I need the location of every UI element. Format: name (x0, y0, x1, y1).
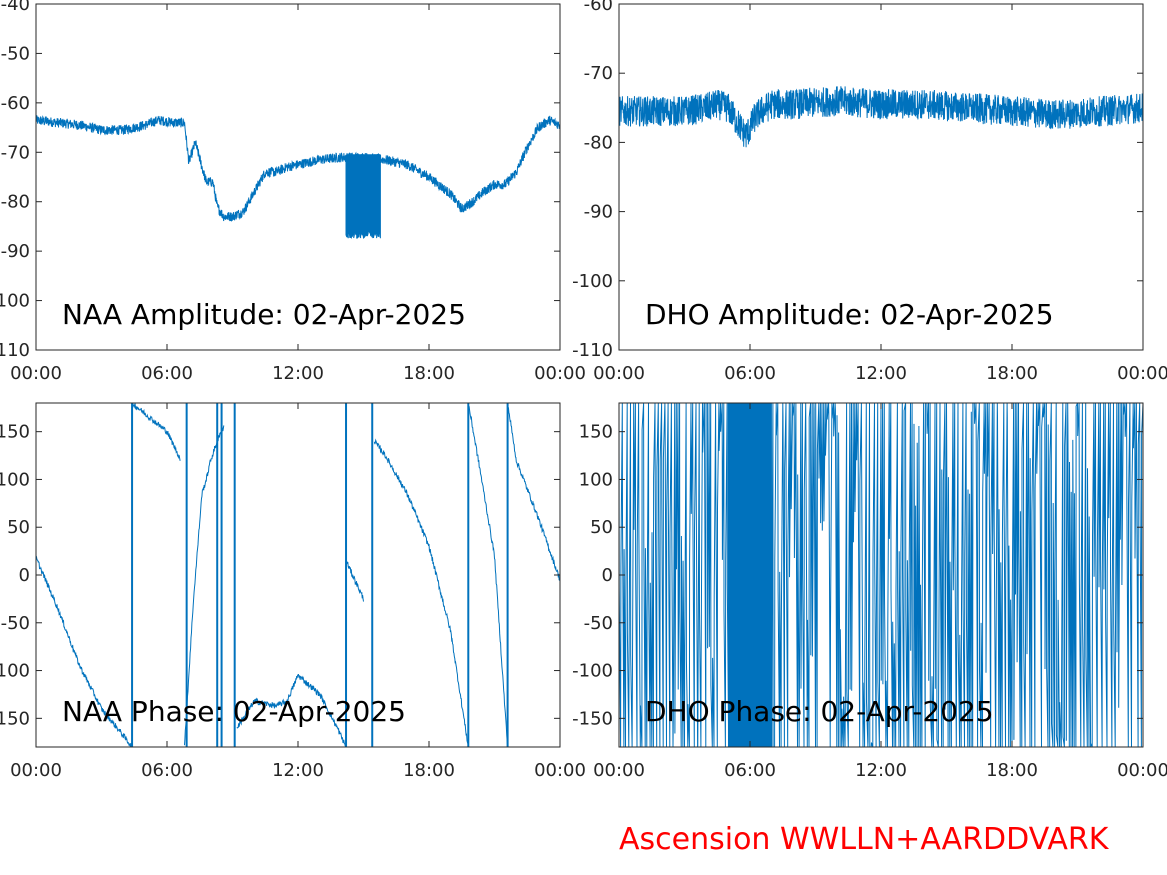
y-tick-label: 150 (579, 422, 613, 443)
x-tick-label: 18:00 (403, 363, 455, 384)
phase-segment (467, 403, 509, 747)
y-tick-label: 0 (19, 565, 30, 586)
y-tick-label: -150 (572, 708, 613, 729)
y-tick-label: -50 (1, 43, 30, 64)
x-tick-label: 06:00 (141, 363, 193, 384)
series-group (619, 403, 1143, 747)
y-tick-label: -150 (0, 708, 30, 729)
x-tick-label: 00:00 (593, 363, 645, 384)
y-tick-label: -50 (584, 613, 613, 634)
dho-phase-panel: 150 100 50 0 -50 -100 -150 00:00 06:00 12:00 18:00… (572, 402, 1167, 781)
station-footer-label: Ascension WWLLN+AARDDVARK (619, 822, 1109, 857)
y-tick-label: 100 (0, 469, 30, 490)
series-group (36, 115, 560, 239)
y-tick-label: -100 (572, 271, 613, 292)
y-tick-label: -100 (0, 661, 30, 682)
phase-segment (132, 403, 181, 461)
series-line (619, 86, 1143, 148)
y-tick-label: -60 (1, 93, 30, 114)
x-tick-label: 00:00 (593, 760, 645, 781)
phase-segment (36, 555, 133, 747)
y-tick-label: -70 (1, 142, 30, 163)
x-tick-label: 00:00 (10, 363, 62, 384)
x-tick-label: 06:00 (724, 363, 776, 384)
dropout-trace (345, 154, 381, 239)
y-tick-label: 0 (602, 565, 613, 586)
y-tick-label: -80 (1, 192, 30, 213)
y-tick-label: -100 (0, 291, 30, 312)
y-tick-label: -80 (584, 132, 613, 153)
y-tick-label: -90 (1, 241, 30, 262)
panel-title: NAA Amplitude: 02-Apr-2025 (62, 298, 466, 331)
phase-segment (236, 674, 299, 729)
series-line (36, 115, 560, 222)
phase-segment (373, 438, 469, 746)
phase-segment (507, 403, 560, 582)
panel-title: DHO Amplitude: 02-Apr-2025 (645, 298, 1054, 331)
naa-phase-panel: 150 100 50 0 -50 -100 -150 00:00 06:00 12:00 18:00… (0, 402, 586, 781)
x-tick-label: 06:00 (141, 760, 193, 781)
y-tick-label: -70 (584, 63, 613, 84)
x-tick-label: 00:00 (534, 760, 586, 781)
x-tick-label: 18:00 (986, 760, 1038, 781)
y-tick-label: -110 (0, 340, 30, 361)
y-tick-label: 50 (7, 517, 30, 538)
x-tick-label: 06:00 (724, 760, 776, 781)
phase-segment (345, 559, 364, 602)
phase-segment (297, 673, 347, 747)
y-tick-label: -50 (1, 613, 30, 634)
y-tick-label: 100 (579, 469, 613, 490)
panel-title: NAA Phase: 02-Apr-2025 (62, 695, 406, 728)
y-tick-label: 150 (0, 422, 30, 443)
x-tick-label: 12:00 (272, 363, 324, 384)
x-tick-label: 00:00 (1117, 363, 1167, 384)
y-tick-label: -60 (584, 0, 613, 15)
x-tick-label: 18:00 (403, 760, 455, 781)
y-tick-label: -40 (1, 0, 30, 15)
y-tick-label: 50 (590, 517, 613, 538)
naa-amplitude-panel: -40-50-60-70-80-90-100-11000:0006:0012:0… (0, 0, 586, 384)
phase-noise-trace (619, 403, 1143, 747)
y-tick-label: -90 (584, 202, 613, 223)
y-tick-label: -100 (572, 661, 613, 682)
x-tick-label: 12:00 (272, 760, 324, 781)
x-tick-label: 12:00 (855, 760, 907, 781)
x-tick-label: 18:00 (986, 363, 1038, 384)
x-tick-label: 12:00 (855, 363, 907, 384)
phase-dense-trace (727, 403, 773, 747)
y-tick-label: -110 (572, 340, 613, 361)
series-group (619, 86, 1143, 148)
x-tick-label: 00:00 (1117, 760, 1167, 781)
x-tick-label: 00:00 (10, 760, 62, 781)
panel-title: DHO Phase: 02-Apr-2025 (645, 695, 994, 728)
x-tick-label: 00:00 (534, 363, 586, 384)
series-group (36, 403, 560, 747)
